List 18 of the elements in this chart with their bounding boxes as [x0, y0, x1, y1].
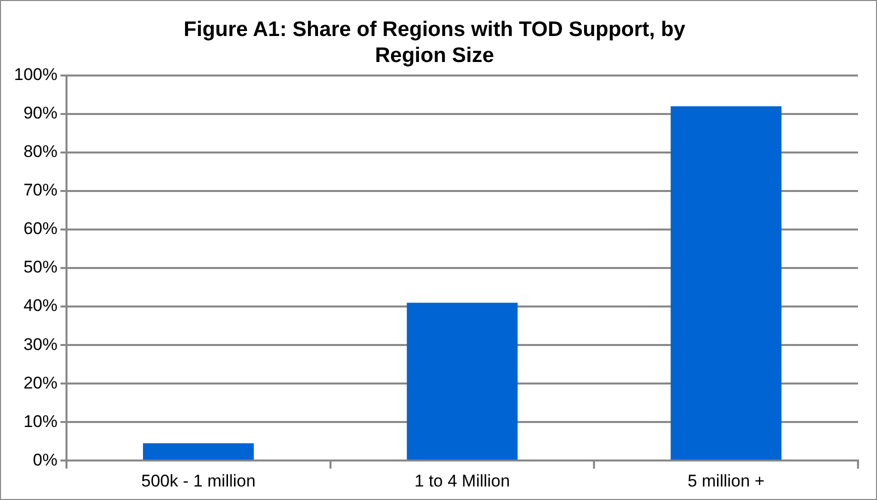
- y-tick-label: 0%: [32, 450, 58, 470]
- y-tick-label: 50%: [23, 258, 58, 277]
- chart-title: Figure A1: Share of Regions with TOD Support, by Region Size: [184, 18, 686, 68]
- y-tick-label: 80%: [23, 142, 58, 162]
- y-tick-label: 30%: [23, 334, 58, 354]
- x-tick-label: 1 to 4 Million: [414, 471, 510, 490]
- y-tick-label: 90%: [23, 104, 58, 123]
- y-tick-label: 60%: [23, 219, 58, 238]
- x-tick-label: 5 million +: [688, 471, 765, 490]
- y-tick-label: 10%: [23, 412, 58, 431]
- y-tick-label: 40%: [23, 296, 58, 316]
- y-tick-label: 20%: [23, 373, 58, 392]
- y-tick-label: 70%: [23, 180, 58, 200]
- y-tick-label: 100%: [14, 65, 58, 84]
- bar: [406, 302, 518, 460]
- bar: [670, 106, 782, 460]
- x-tick-label: 500k - 1 million: [141, 471, 256, 490]
- bar: [142, 443, 254, 460]
